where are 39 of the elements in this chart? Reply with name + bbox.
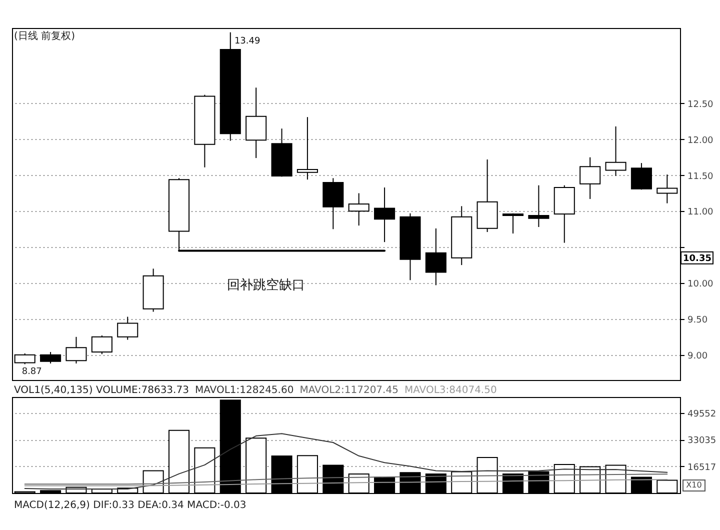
- candlestick: [580, 156, 601, 200]
- line-series: [24, 478, 668, 486]
- candlestick: [40, 351, 62, 364]
- candlestick: [630, 162, 652, 190]
- annotation: 回补跳空缺口: [226, 278, 305, 293]
- candlestick: [528, 184, 550, 228]
- y-tick-label: 9.50: [688, 315, 708, 326]
- text: MAVOL2:117207.45: [300, 385, 398, 396]
- candlestick: [605, 126, 626, 176]
- text: MACD(12,26,9) DIF:0.33 DEA:0.34 MACD:-0.03: [14, 500, 246, 511]
- line-series: [24, 474, 668, 485]
- y-tick-label: 9.00: [688, 351, 708, 362]
- text: MAVOL1:128245.60: [194, 385, 294, 396]
- chart-title: (日线 前复权): [14, 31, 75, 42]
- annotation: 8.87: [22, 367, 42, 378]
- y-tick-label: 11.50: [688, 172, 714, 182]
- candlestick: [348, 192, 370, 226]
- chart-title: VOL1(5,40,135) VOLUME:78633.73: [14, 385, 189, 396]
- y-axis-title: X10: [686, 480, 702, 490]
- candlestick: [296, 116, 318, 180]
- annotation: 13.49: [234, 36, 260, 47]
- text: MAVOL3:84074.50: [404, 385, 497, 396]
- candlestick: [656, 174, 678, 204]
- candlestick: [91, 334, 112, 355]
- annotation: 10.35: [683, 254, 712, 264]
- y-tick-label: 49552: [688, 410, 716, 420]
- y-tick-label: 16517: [688, 462, 716, 473]
- candlestick: [117, 316, 138, 340]
- y-tick-label: 12.00: [688, 136, 714, 146]
- y-tick-label: 12.50: [688, 100, 714, 110]
- line-series: [24, 433, 668, 490]
- y-tick-label: 10.00: [688, 280, 714, 290]
- candlestick: [502, 212, 524, 234]
- candlestick: [66, 336, 87, 364]
- candlestick: [374, 186, 396, 243]
- candlestick: [246, 87, 267, 159]
- y-tick-label: 33035: [688, 436, 716, 446]
- candlestick: [425, 228, 446, 286]
- y-tick-label: 11.00: [688, 208, 714, 218]
